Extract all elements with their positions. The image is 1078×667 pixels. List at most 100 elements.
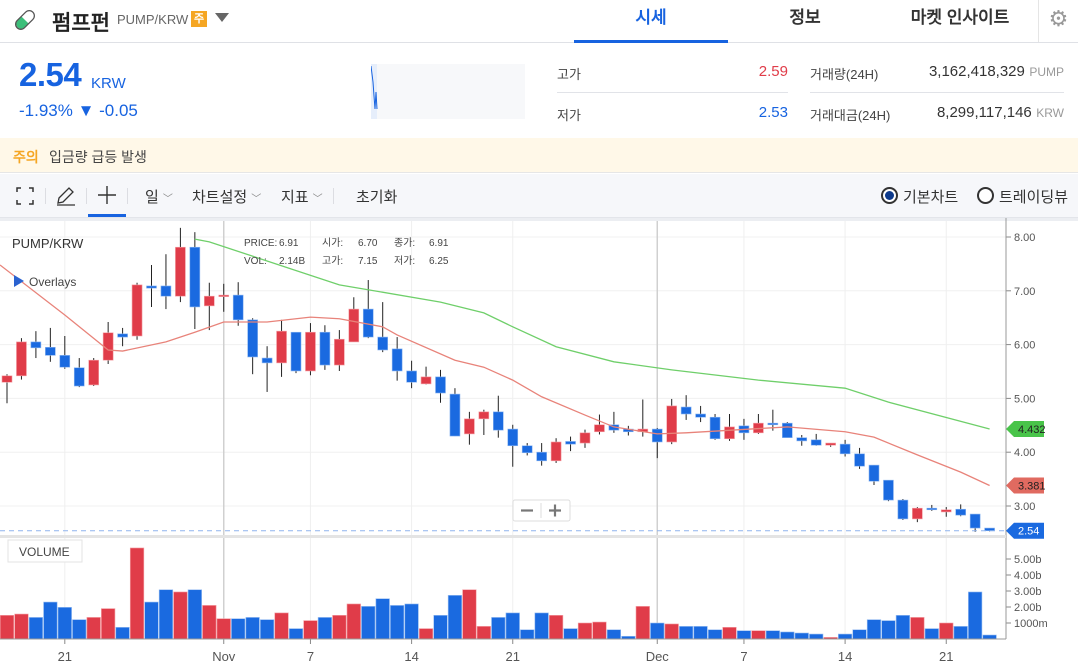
candle-body [796,437,808,442]
volume-bar [837,633,853,640]
volume-bar [939,622,954,640]
volume-bar [592,621,607,640]
volume-bar [707,629,723,640]
triangle-right-icon[interactable] [14,275,24,287]
period-label: 일 [145,189,159,206]
volume-bar [679,626,694,640]
volume-bar [447,595,463,640]
radio-tradingview[interactable] [977,187,994,204]
volume-bar [187,589,202,640]
volume-bar [375,598,390,640]
candle-body [88,359,99,386]
y-tick-label: 7.00 [1014,286,1035,298]
x-tick-label: 21 [58,649,72,664]
radio-basic-chart-label[interactable]: 기본차트 [903,189,959,206]
candle-body [59,355,71,368]
candle-body [290,331,302,372]
reset-button[interactable]: 초기화 [356,189,398,206]
amount-unit: KRW [1036,106,1064,120]
volume-bar [722,627,737,640]
candle-body [709,416,721,440]
pair-label: PUMP/KRW [117,12,189,27]
y-tick-label: 8.00 [1014,232,1035,244]
candle-body [1,375,13,383]
candle-body [232,294,244,321]
volume-bar [895,615,910,640]
candle-body [189,246,201,308]
volume-bar [953,626,968,640]
tab-quote[interactable]: 시세 [574,0,728,43]
candle-body [391,348,403,372]
candle-body [449,393,461,437]
volume-bar [144,601,159,640]
volume-bar [462,589,477,640]
ma-short-line [0,264,990,487]
price-chart[interactable]: 8.00 7.00 6.00 5.00 4.00 3.00 5.00b 4.00b 3.00b 2… [0,218,1078,667]
volume-bar [303,620,318,640]
candle-body [825,442,836,446]
radio-basic-chart[interactable] [881,187,898,204]
amount-24h-value: 8,299,117,146 [936,104,1032,121]
grid [0,218,1078,639]
candle-body [377,336,389,351]
indicators-dropdown[interactable]: 지표 ﹀ [281,186,323,207]
volume-bar [57,607,72,640]
volume-bar [361,606,376,640]
last-value-tags: 4.432 3.381 2.54 [1006,420,1046,539]
zoom-in-button[interactable] [549,504,561,517]
price-tag: 2.54 [1018,526,1039,538]
coin-dropdown-caret-icon[interactable] [215,13,229,22]
candle-body [594,424,605,433]
volume-bar [202,605,217,640]
x-tick-label: Nov [212,649,236,664]
divider [810,92,1064,93]
crosshair-tool-button[interactable] [88,174,126,217]
volume-bar [809,633,824,640]
moving-averages [0,238,1006,532]
chart-symbol: PUMP/KRW [12,236,84,251]
tab-info[interactable]: 정보 [789,8,821,27]
price-tag-bg [1006,522,1044,539]
period-dropdown[interactable]: 일 ﹀ [145,186,173,207]
tooltip-price: 6.91 [279,238,299,249]
volume-bar [0,615,15,640]
volume-bar [635,606,650,640]
candle-body [45,346,56,356]
low-label: 저가 [557,108,581,123]
candle-body [810,439,822,446]
candle-body [261,357,273,364]
candle-body [204,295,215,307]
low-value: 2.53 [758,104,788,121]
volume-bar [982,634,997,640]
volume-bar [274,612,289,640]
candle-body [348,308,360,343]
volume-bar [505,612,520,640]
chart-settings-dropdown[interactable]: 차트설정 ﹀ [192,186,261,207]
candle-body [926,507,938,511]
warning-bar: 주의 입금량 급등 발생 [0,138,1078,173]
volume-bar [173,591,188,640]
overlays-toggle[interactable]: Overlays [29,275,76,289]
fullscreen-icon[interactable] [16,187,34,205]
warning-tag: 주의 [13,149,39,165]
volume-bar [852,629,867,640]
volume-bar [158,589,174,640]
y-tick-label: 6.00 [1014,340,1035,352]
volume-bar [259,619,275,640]
pencil-icon[interactable] [55,186,77,206]
volume-bar [664,623,679,640]
candle-body [854,453,865,467]
volume-bar [476,626,491,640]
tooltip-high-label: 고가: [322,255,343,267]
x-tick-label: 14 [838,649,852,664]
tooltip-close: 6.91 [429,238,449,249]
volume-tick-label: 2.00b [1014,602,1042,614]
candle-body [724,426,735,440]
radio-tradingview-label[interactable]: 트레이딩뷰 [999,189,1069,206]
candle-body [420,376,432,385]
volume-bar [491,617,506,640]
high-value: 2.59 [758,63,788,80]
candle-body [984,527,995,532]
gear-icon[interactable]: ⚙ [1038,0,1078,42]
tab-market-insight[interactable]: 마켓 인사이트 [910,8,1010,27]
